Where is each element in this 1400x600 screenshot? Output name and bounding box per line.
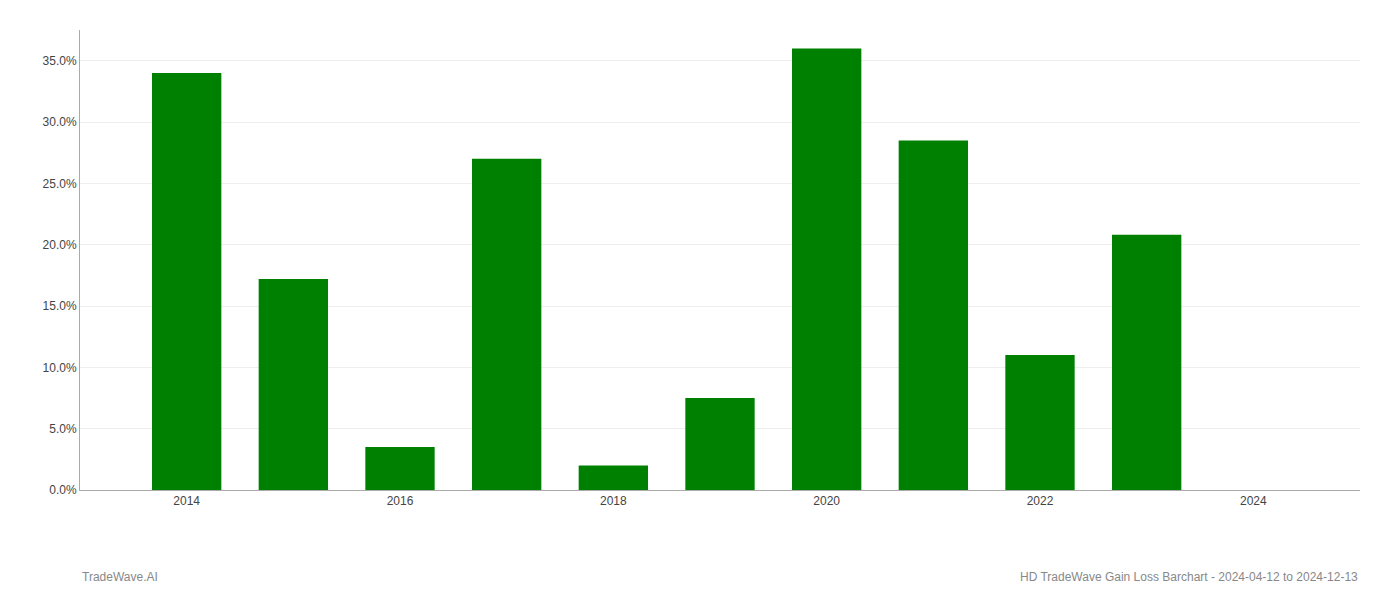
svg-text:2018: 2018 [600,494,627,508]
svg-text:0.0%: 0.0% [49,483,77,497]
svg-text:30.0%: 30.0% [43,115,77,129]
svg-text:HD TradeWave Gain Loss Barchar: HD TradeWave Gain Loss Barchart - 2024-0… [1020,570,1358,584]
svg-text:20.0%: 20.0% [43,238,77,252]
svg-text:15.0%: 15.0% [43,299,77,313]
svg-text:2016: 2016 [387,494,414,508]
svg-text:TradeWave.AI: TradeWave.AI [82,570,158,584]
svg-text:35.0%: 35.0% [43,54,77,68]
svg-text:5.0%: 5.0% [49,422,77,436]
svg-text:10.0%: 10.0% [43,361,77,375]
svg-text:2020: 2020 [813,494,840,508]
svg-text:2022: 2022 [1027,494,1054,508]
svg-text:25.0%: 25.0% [43,177,77,191]
svg-text:2024: 2024 [1240,494,1267,508]
svg-text:2014: 2014 [173,494,200,508]
